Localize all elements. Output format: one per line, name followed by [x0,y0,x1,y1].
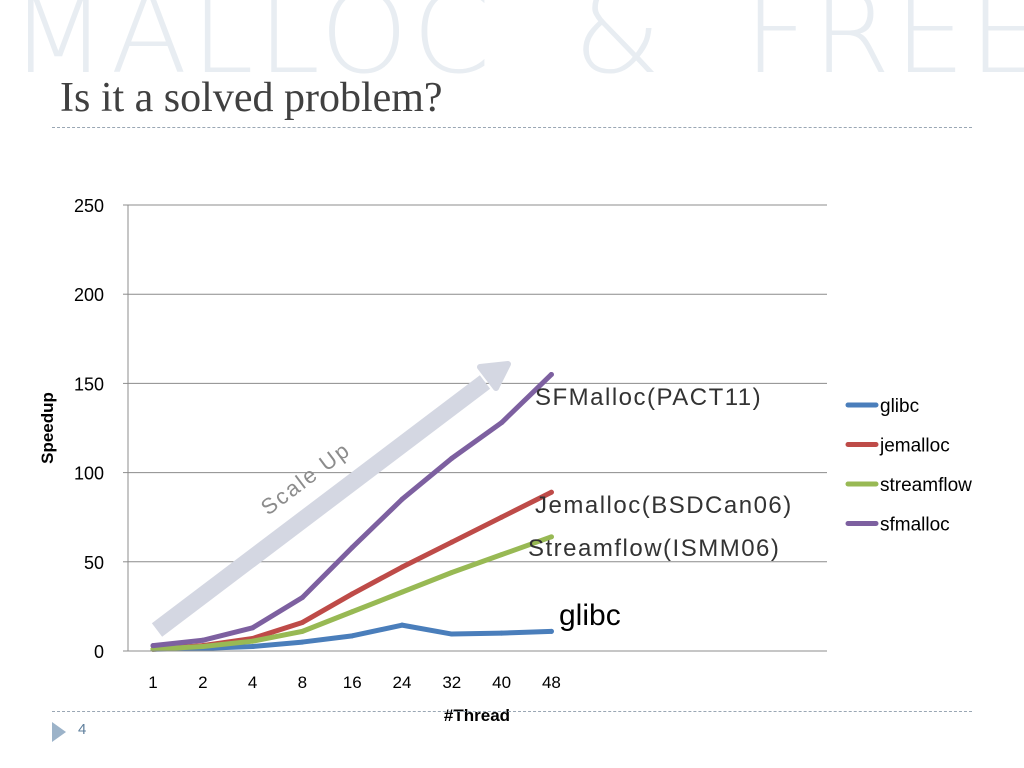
data-point-streamflow [299,628,305,634]
x-tick-label: 1 [148,673,157,692]
data-point-glibc [399,622,405,628]
slide-title: Is it a solved problem? [60,75,443,121]
data-point-streamflow [250,638,256,644]
x-tick-label: 40 [492,673,511,692]
data-point-jemalloc [548,489,554,495]
title-divider [52,127,972,128]
annotation-streamflow: Streamflow(ISMM06) [528,535,780,562]
legend-label-jemalloc: jemalloc [879,436,950,457]
data-point-jemalloc [349,591,355,597]
y-tick-label: 200 [74,285,104,305]
data-point-sfmalloc [449,455,455,461]
y-tick-label: 0 [94,642,104,662]
data-point-jemalloc [449,539,455,545]
data-point-sfmalloc [150,643,156,649]
data-point-glibc [250,644,256,650]
x-tick-label: 8 [298,673,307,692]
annotation-jemalloc: Jemalloc(BSDCan06) [535,492,793,519]
y-tick-label: 150 [74,374,104,394]
data-point-streamflow [349,609,355,615]
data-point-sfmalloc [200,637,206,643]
page-number: 4 [78,721,87,738]
data-point-glibc [548,628,554,634]
legend-label-streamflow: streamflow [880,475,972,496]
data-point-sfmalloc [250,625,256,631]
x-tick-label: 48 [542,673,561,692]
data-point-streamflow [399,589,405,595]
data-point-sfmalloc [299,594,305,600]
data-point-streamflow [200,644,206,650]
data-point-glibc [449,631,455,637]
x-tick-label: 32 [442,673,461,692]
data-point-glibc [499,630,505,636]
legend-label-sfmalloc: sfmalloc [880,515,950,536]
scale-up-arrow [151,361,511,637]
data-point-sfmalloc [499,420,505,426]
data-point-sfmalloc [548,371,554,377]
data-point-sfmalloc [349,545,355,551]
slide-marker-icon [52,722,66,742]
data-point-glibc [299,639,305,645]
y-tick-label: 250 [74,196,104,216]
series-line-sfmalloc [150,371,554,649]
x-tick-label: 4 [248,673,257,692]
data-point-sfmalloc [399,496,405,502]
footer-divider [52,711,972,712]
x-axis-title: #Thread [444,706,510,725]
annotation-glibc: glibc [559,599,621,632]
data-point-jemalloc [399,564,405,570]
legend-label-glibc: glibc [880,396,919,417]
series-line-jemalloc [150,489,554,652]
annotation-sfmalloc: SFMalloc(PACT11) [535,384,762,411]
x-tick-label: 16 [343,673,362,692]
y-tick-label: 50 [84,553,104,573]
chart-legend: glibc jemalloc streamflow sfmalloc [845,396,972,536]
data-point-streamflow [449,570,455,576]
data-point-glibc [349,633,355,639]
data-point-streamflow [499,552,505,558]
data-point-jemalloc [299,619,305,625]
watermark-text: MALLOC & FREE [10,0,1024,99]
x-tick-label: 2 [198,673,207,692]
data-point-jemalloc [499,514,505,520]
y-axis-title: Speedup [38,392,57,464]
data-point-streamflow [548,534,554,540]
y-tick-label: 100 [74,464,104,484]
x-tick-label: 24 [393,673,412,692]
